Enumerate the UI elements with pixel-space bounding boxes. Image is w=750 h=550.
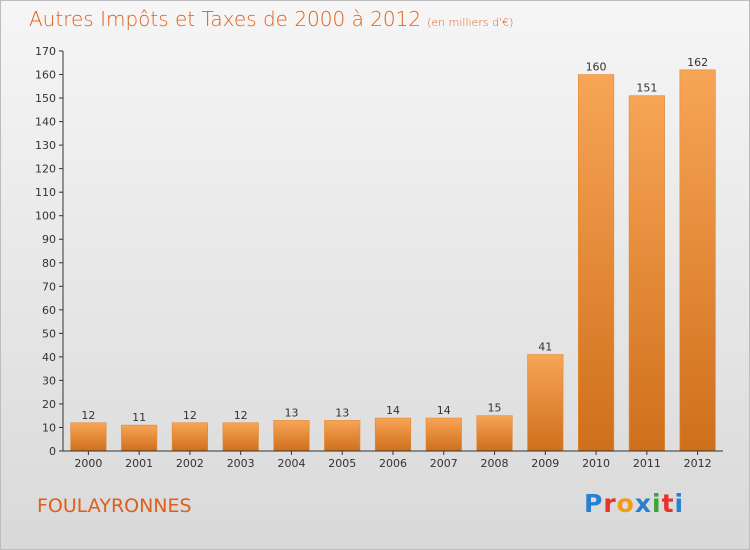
bar-2000: [70, 422, 107, 452]
data-label-2002: 12: [183, 409, 197, 422]
logo-letter: i: [674, 489, 685, 518]
commune-name: FOULAYRONNES: [37, 495, 192, 517]
data-label-2007: 14: [437, 404, 451, 417]
logo-letter: i: [652, 489, 662, 518]
y-tick-label-50: 50: [42, 327, 56, 340]
bars: 12 11 12 12 13 13 14 14 15 41 160 151 162: [70, 56, 716, 452]
data-label-2009: 41: [538, 341, 552, 354]
bar-2012: [679, 69, 716, 452]
y-tick-label-100: 100: [35, 210, 56, 223]
x-tick-label-2009: 2009: [531, 457, 559, 470]
y-tick-label-120: 120: [35, 163, 56, 176]
y-tick-label-10: 10: [42, 421, 56, 434]
y-tick-label-150: 150: [35, 92, 56, 105]
x-tick-label-2012: 2012: [684, 457, 712, 470]
chart-unit-subtitle: (en milliers d'€): [427, 16, 514, 29]
axes: 2000 2001 2002 2003 2004 2005 2006 2007 2008 2009…: [35, 45, 723, 470]
bar-2010: [578, 74, 615, 452]
bar-2002: [171, 422, 208, 452]
data-label-2004: 13: [284, 406, 298, 419]
y-tick-label-80: 80: [42, 257, 56, 270]
x-tick-label-2001: 2001: [125, 457, 153, 470]
y-tick-label-110: 110: [35, 186, 56, 199]
data-label-2006: 14: [386, 404, 400, 417]
data-label-2008: 15: [488, 402, 502, 415]
y-tick-label-0: 0: [49, 445, 56, 458]
bar-2003: [222, 422, 259, 452]
data-label-2000: 12: [81, 409, 95, 422]
bar-2007: [425, 417, 462, 452]
x-tick-label-2004: 2004: [277, 457, 305, 470]
logo-letter: P: [584, 489, 604, 518]
bar-2004: [273, 420, 310, 452]
logo-letter: t: [661, 489, 675, 518]
bar-2008: [476, 415, 513, 452]
x-tick-label-2007: 2007: [430, 457, 458, 470]
x-tick-label-2010: 2010: [582, 457, 610, 470]
y-tick-label-20: 20: [42, 398, 56, 411]
x-tick-label-2011: 2011: [633, 457, 661, 470]
x-tick-label-2003: 2003: [227, 457, 255, 470]
logo-letter: o: [616, 489, 635, 518]
y-tick-label-160: 160: [35, 69, 56, 82]
x-tick-label-2005: 2005: [328, 457, 356, 470]
bar-2006: [374, 417, 412, 452]
chart-title-text: Autres Impôts et Taxes de 2000 à 2012: [29, 7, 422, 31]
y-tick-label-40: 40: [42, 351, 56, 364]
chart-title: Autres Impôts et Taxes de 2000 à 2012 (en…: [29, 7, 513, 31]
bar-2011: [628, 95, 665, 452]
x-tick-label-2000: 2000: [74, 457, 102, 470]
data-label-2012: 162: [687, 56, 708, 69]
y-tick-label-130: 130: [35, 139, 56, 152]
y-tick-label-70: 70: [42, 280, 56, 293]
bar-2001: [121, 424, 158, 452]
x-tick-label-2006: 2006: [379, 457, 407, 470]
logo-letter: x: [634, 489, 652, 518]
y-tick-label-140: 140: [35, 116, 56, 129]
y-tick-label-30: 30: [42, 374, 56, 387]
data-label-2003: 12: [234, 409, 248, 422]
data-label-2001: 11: [132, 411, 146, 424]
bar-2005: [324, 420, 361, 452]
x-tick-label-2002: 2002: [176, 457, 204, 470]
data-label-2011: 151: [636, 82, 657, 95]
x-tick-label-2008: 2008: [481, 457, 509, 470]
bar-2009: [527, 354, 564, 452]
y-tick-label-60: 60: [42, 304, 56, 317]
logo-letter: r: [603, 489, 617, 518]
data-label-2010: 160: [586, 61, 607, 74]
data-label-2005: 13: [335, 406, 349, 419]
y-tick-label-170: 170: [35, 45, 56, 58]
y-tick-label-90: 90: [42, 233, 56, 246]
proxiti-logo: Proxiti: [584, 489, 684, 518]
